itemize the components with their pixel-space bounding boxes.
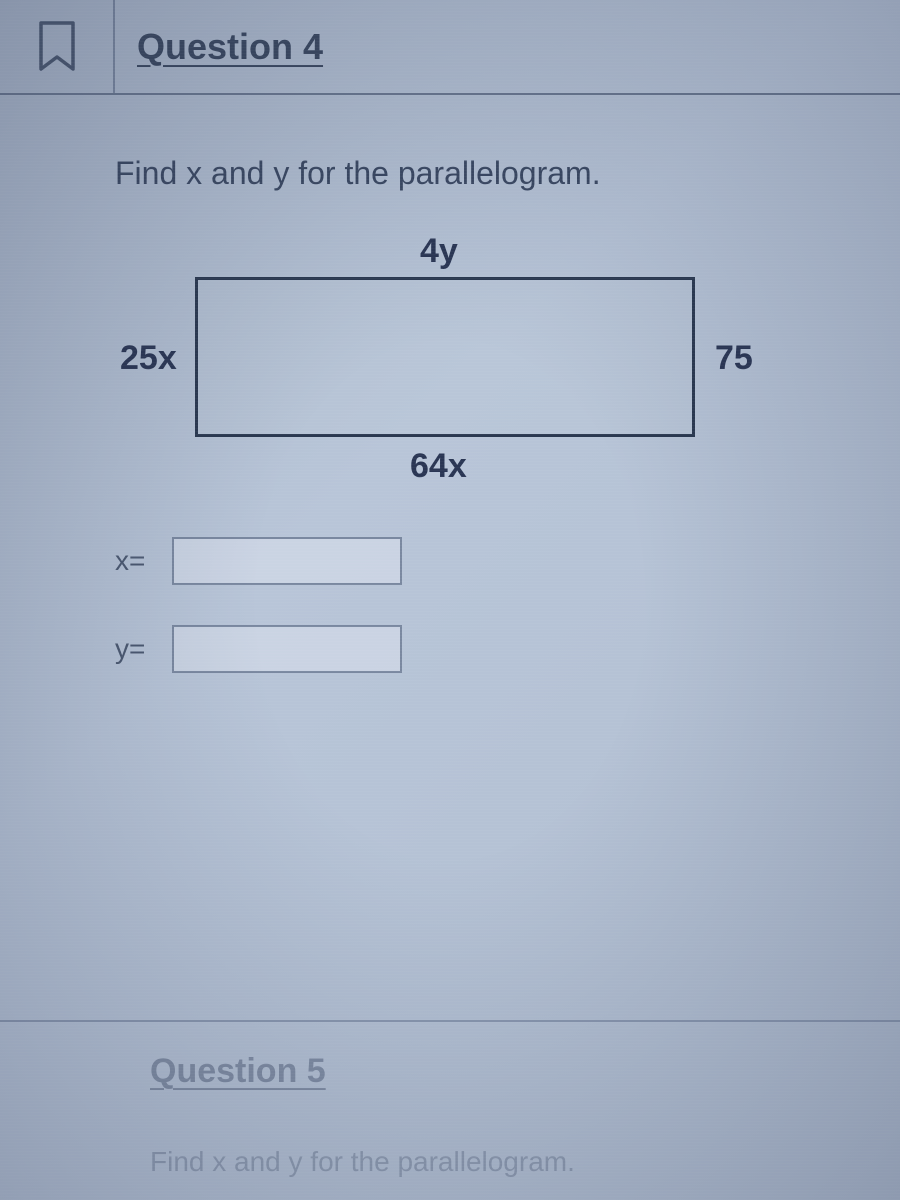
answer-row-x: x= xyxy=(115,537,860,585)
title-cell: Question 4 xyxy=(115,0,900,93)
question-title: Question 4 xyxy=(137,26,323,68)
next-question-preview: Question 5 Find x and y for the parallel… xyxy=(0,1020,900,1200)
question-prompt: Find x and y for the parallelogram. xyxy=(115,155,860,192)
x-label: x= xyxy=(115,545,160,577)
answer-row-y: y= xyxy=(115,625,860,673)
question-content: Find x and y for the parallelogram. 4y 2… xyxy=(0,95,900,673)
next-question-prompt: Find x and y for the parallelogram. xyxy=(150,1146,860,1178)
diagram-label-bottom: 64x xyxy=(410,447,467,486)
x-input[interactable] xyxy=(172,537,402,585)
question-header: Question 4 xyxy=(0,0,900,95)
bookmark-flag-icon[interactable] xyxy=(35,19,79,75)
flag-cell xyxy=(0,0,115,93)
diagram-label-right: 75 xyxy=(715,339,753,378)
next-question-title: Question 5 xyxy=(150,1052,860,1091)
diagram-label-top: 4y xyxy=(420,232,458,271)
parallelogram-shape xyxy=(195,277,695,437)
diagram-label-left: 25x xyxy=(120,339,177,378)
y-input[interactable] xyxy=(172,625,402,673)
parallelogram-diagram: 4y 25x 75 64x xyxy=(115,227,795,487)
y-label: y= xyxy=(115,633,160,665)
